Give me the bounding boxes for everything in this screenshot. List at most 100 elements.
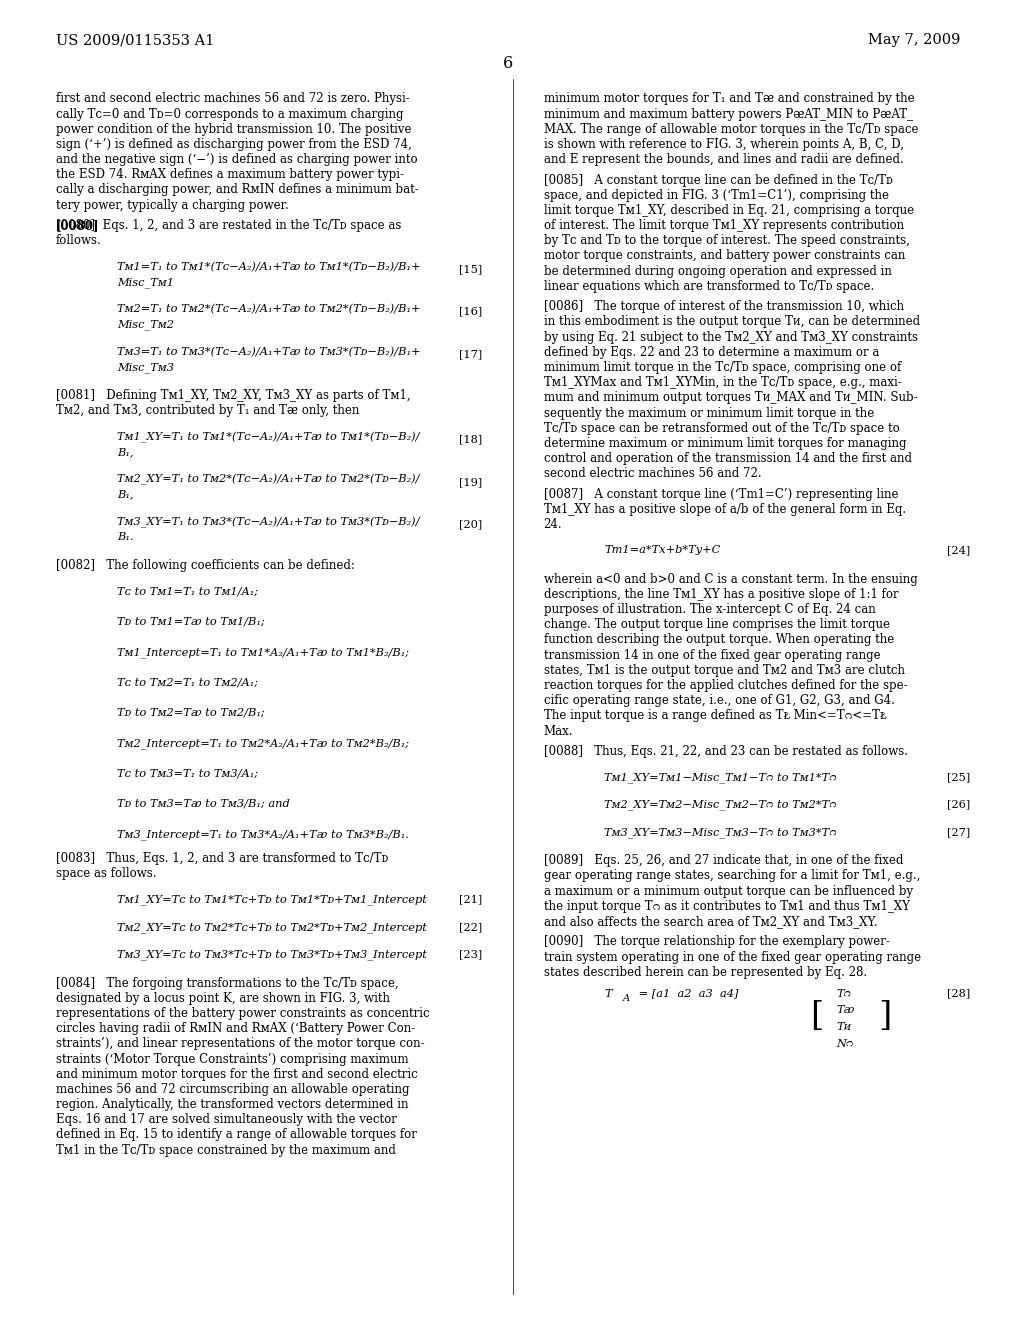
Text: Tᴍ3=T₁ to Tᴍ3*(Tᴄ−A₂)/A₁+Tᴂ to Tᴍ3*(Tᴅ−B₂)/B₁+: Tᴍ3=T₁ to Tᴍ3*(Tᴄ−A₂)/A₁+Tᴂ to Tᴍ3*(Tᴅ−B… (117, 347, 420, 356)
Text: Tᴍ1_XY=Tᴄ to Tᴍ1*Tᴄ+Tᴅ to Tᴍ1*Tᴅ+Tᴍ1_Intercept: Tᴍ1_XY=Tᴄ to Tᴍ1*Tᴄ+Tᴅ to Tᴍ1*Tᴅ+Tᴍ1_Int… (117, 895, 427, 906)
Text: [25]: [25] (947, 772, 970, 783)
Text: determine maximum or minimum limit torques for managing: determine maximum or minimum limit torqu… (544, 437, 906, 450)
Text: the input torque Tᴒ as it contributes to Tᴍ1 and thus Tᴍ1_XY: the input torque Tᴒ as it contributes to… (544, 900, 909, 913)
Text: Tᴍ2_XY=T₁ to Tᴍ2*(Tᴄ−A₂)/A₁+Tᴂ to Tᴍ2*(Tᴅ−B₂)/: Tᴍ2_XY=T₁ to Tᴍ2*(Tᴄ−A₂)/A₁+Tᴂ to Tᴍ2*(T… (117, 474, 420, 486)
Text: = [a1  a2  a3  a4]: = [a1 a2 a3 a4] (635, 989, 738, 999)
Text: by Tᴄ and Tᴅ to the torque of interest. The speed constraints,: by Tᴄ and Tᴅ to the torque of interest. … (544, 235, 909, 247)
Text: [0080]  Eqs. 1, 2, and 3 are restated in the Tᴄ/Tᴅ space as: [0080] Eqs. 1, 2, and 3 are restated in … (56, 219, 401, 232)
Text: Eqs. 16 and 17 are solved simultaneously with the vector: Eqs. 16 and 17 are solved simultaneously… (56, 1113, 396, 1126)
Text: Tᴍ3_Intercept=T₁ to Tᴍ3*A₂/A₁+Tᴂ to Tᴍ3*B₂/B₁.: Tᴍ3_Intercept=T₁ to Tᴍ3*A₂/A₁+Tᴂ to Tᴍ3*… (117, 829, 409, 840)
Text: defined by Eqs. 22 and 23 to determine a maximum or a: defined by Eqs. 22 and 23 to determine a… (544, 346, 879, 359)
Text: change. The output torque line comprises the limit torque: change. The output torque line comprises… (544, 618, 890, 631)
Text: transmission 14 in one of the fixed gear operating range: transmission 14 in one of the fixed gear… (544, 648, 881, 661)
Text: [16]: [16] (460, 306, 482, 317)
Text: mum and minimum output torques Tᴎ_MAX and Tᴎ_MIN. Sub-: mum and minimum output torques Tᴎ_MAX an… (544, 391, 918, 404)
Text: Tᴒ: Tᴒ (836, 989, 851, 999)
Text: linear equations which are transformed to Tᴄ/Tᴅ space.: linear equations which are transformed t… (544, 280, 873, 293)
Text: Tᴍ1 in the Tᴄ/Tᴅ space constrained by the maximum and: Tᴍ1 in the Tᴄ/Tᴅ space constrained by th… (56, 1143, 395, 1156)
Text: Tᴄ to Tᴍ2=T₁ to Tᴍ2/A₁;: Tᴄ to Tᴍ2=T₁ to Tᴍ2/A₁; (117, 677, 258, 688)
Text: May 7, 2009: May 7, 2009 (867, 33, 961, 48)
Text: purposes of illustration. The x-intercept C of Eq. 24 can: purposes of illustration. The x-intercep… (544, 603, 876, 616)
Text: minimum limit torque in the Tᴄ/Tᴅ space, comprising one of: minimum limit torque in the Tᴄ/Tᴅ space,… (544, 360, 901, 374)
Text: Tᴄ/Tᴅ space can be retransformed out of the Tᴄ/Tᴅ space to: Tᴄ/Tᴅ space can be retransformed out of … (544, 421, 899, 434)
Text: by using Eq. 21 subject to the Tᴍ2_XY and Tᴍ3_XY constraints: by using Eq. 21 subject to the Tᴍ2_XY an… (544, 330, 918, 343)
Text: Tᴎ: Tᴎ (836, 1022, 851, 1032)
Text: Tᴍ2_XY=Tᴄ to Tᴍ2*Tᴄ+Tᴅ to Tᴍ2*Tᴅ+Tᴍ2_Intercept: Tᴍ2_XY=Tᴄ to Tᴍ2*Tᴄ+Tᴅ to Tᴍ2*Tᴅ+Tᴍ2_Int… (117, 921, 427, 933)
Text: a maximum or a minimum output torque can be influenced by: a maximum or a minimum output torque can… (544, 884, 912, 898)
Text: limit torque Tᴍ1_XY, described in Eq. 21, comprising a torque: limit torque Tᴍ1_XY, described in Eq. 21… (544, 203, 913, 216)
Text: follows.: follows. (56, 235, 101, 247)
Text: Tᴂ: Tᴂ (836, 1006, 854, 1015)
Text: reaction torques for the applied clutches defined for the spe-: reaction torques for the applied clutche… (544, 678, 907, 692)
Text: The input torque is a range defined as Tᴌ Min<=Tᴒ<=Tᴌ: The input torque is a range defined as T… (544, 709, 886, 722)
Text: [27]: [27] (947, 826, 970, 837)
Text: of interest. The limit torque Tᴍ1_XY represents contribution: of interest. The limit torque Tᴍ1_XY rep… (544, 219, 903, 232)
Text: [26]: [26] (947, 800, 970, 809)
Text: Misc_Tᴍ1: Misc_Tᴍ1 (117, 277, 174, 288)
Text: Tᴍ2_Intercept=T₁ to Tᴍ2*A₂/A₁+Tᴂ to Tᴍ2*B₂/B₁;: Tᴍ2_Intercept=T₁ to Tᴍ2*A₂/A₁+Tᴂ to Tᴍ2*… (117, 738, 409, 748)
Text: MAX. The range of allowable motor torques in the Tᴄ/Tᴅ space: MAX. The range of allowable motor torque… (544, 123, 918, 136)
Text: motor torque constraints, and battery power constraints can: motor torque constraints, and battery po… (544, 249, 905, 263)
Text: second electric machines 56 and 72.: second electric machines 56 and 72. (544, 467, 761, 480)
Text: [20]: [20] (460, 519, 482, 529)
Text: and the negative sign (‘−’) is defined as charging power into: and the negative sign (‘−’) is defined a… (56, 153, 418, 166)
Text: first and second electric machines 56 and 72 is zero. Physi-: first and second electric machines 56 an… (56, 92, 410, 106)
Text: Tᴍ1_XY=T₁ to Tᴍ1*(Tᴄ−A₂)/A₁+Tᴂ to Tᴍ1*(Tᴅ−B₂)/: Tᴍ1_XY=T₁ to Tᴍ1*(Tᴄ−A₂)/A₁+Tᴂ to Tᴍ1*(T… (117, 432, 420, 444)
Text: be determined during ongoing operation and expressed in: be determined during ongoing operation a… (544, 264, 891, 277)
Text: straints’), and linear representations of the motor torque con-: straints’), and linear representations o… (56, 1038, 425, 1051)
Text: in this embodiment is the output torque Tᴎ, can be determined: in this embodiment is the output torque … (544, 315, 920, 329)
Text: Tm1=a*Tx+b*Ty+C: Tm1=a*Tx+b*Ty+C (604, 545, 721, 556)
Text: Tᴍ1_Intercept=T₁ to Tᴍ1*A₂/A₁+Tᴂ to Tᴍ1*B₂/B₁;: Tᴍ1_Intercept=T₁ to Tᴍ1*A₂/A₁+Tᴂ to Tᴍ1*… (117, 647, 409, 657)
Text: [15]: [15] (460, 264, 482, 275)
Text: [28]: [28] (947, 989, 970, 999)
Text: states described herein can be represented by Eq. 28.: states described herein can be represent… (544, 966, 866, 979)
Text: function describing the output torque. When operating the: function describing the output torque. W… (544, 634, 894, 647)
Text: [0090]   The torque relationship for the exemplary power-: [0090] The torque relationship for the e… (544, 936, 890, 949)
Text: the ESD 74. RᴍAX defines a maximum battery power typi-: the ESD 74. RᴍAX defines a maximum batte… (56, 168, 403, 181)
Text: Tᴍ3_XY=Tᴍ3−Misc_Tᴍ3−Tᴒ to Tᴍ3*Tᴒ: Tᴍ3_XY=Tᴍ3−Misc_Tᴍ3−Tᴒ to Tᴍ3*Tᴒ (604, 826, 837, 838)
Text: [0083]   Thus, Eqs. 1, 2, and 3 are transformed to Tᴄ/Tᴅ: [0083] Thus, Eqs. 1, 2, and 3 are transf… (56, 853, 388, 865)
Text: Tᴅ to Tᴍ2=Tᴂ to Tᴍ2/B₁;: Tᴅ to Tᴍ2=Tᴂ to Tᴍ2/B₁; (117, 708, 264, 718)
Text: defined in Eq. 15 to identify a range of allowable torques for: defined in Eq. 15 to identify a range of… (56, 1129, 417, 1142)
Text: cific operating range state, i.e., one of G1, G2, G3, and G4.: cific operating range state, i.e., one o… (544, 694, 894, 708)
Text: minimum and maximum battery powers PᴂAT_MIN to PᴂAT_: minimum and maximum battery powers PᴂAT_… (544, 107, 912, 120)
Text: is shown with reference to FIG. 3, wherein points A, B, C, D,: is shown with reference to FIG. 3, where… (544, 137, 903, 150)
Text: Tᴄ to Tᴍ3=T₁ to Tᴍ3/A₁;: Tᴄ to Tᴍ3=T₁ to Tᴍ3/A₁; (117, 768, 258, 779)
Text: representations of the battery power constraints as concentric: representations of the battery power con… (56, 1007, 429, 1020)
Text: Misc_Tᴍ3: Misc_Tᴍ3 (117, 362, 174, 372)
Text: [21]: [21] (460, 895, 482, 904)
Text: Tᴄ to Tᴍ1=T₁ to Tᴍ1/A₁;: Tᴄ to Tᴍ1=T₁ to Tᴍ1/A₁; (117, 586, 258, 597)
Text: [0089]   Eqs. 25, 26, and 27 indicate that, in one of the fixed: [0089] Eqs. 25, 26, and 27 indicate that… (544, 854, 903, 867)
Text: [0080]: [0080] (56, 219, 99, 232)
Text: [17]: [17] (460, 350, 482, 359)
Text: Tᴍ1_XY=Tᴍ1−Misc_Tᴍ1−Tᴒ to Tᴍ1*Tᴒ: Tᴍ1_XY=Tᴍ1−Misc_Tᴍ1−Tᴒ to Tᴍ1*Tᴒ (604, 772, 837, 783)
Text: [0084]   The forgoing transformations to the Tᴄ/Tᴅ space,: [0084] The forgoing transformations to t… (56, 977, 398, 990)
Text: B₁.: B₁. (117, 532, 133, 541)
Text: Misc_Tᴍ2: Misc_Tᴍ2 (117, 319, 174, 330)
Text: region. Analytically, the transformed vectors determined in: region. Analytically, the transformed ve… (56, 1098, 409, 1111)
Text: Nᴒ: Nᴒ (836, 1039, 853, 1048)
Text: B₁,: B₁, (117, 490, 133, 499)
Text: and also affects the search area of Tᴍ2_XY and Tᴍ3_XY.: and also affects the search area of Tᴍ2_… (544, 915, 878, 928)
Text: Tᴅ to Tᴍ1=Tᴂ to Tᴍ1/B₁;: Tᴅ to Tᴍ1=Tᴂ to Tᴍ1/B₁; (117, 616, 264, 627)
Text: states, Tᴍ1 is the output torque and Tᴍ2 and Tᴍ3 are clutch: states, Tᴍ1 is the output torque and Tᴍ2… (544, 664, 904, 677)
Text: cally Tᴄ=0 and Tᴅ=0 corresponds to a maximum charging: cally Tᴄ=0 and Tᴅ=0 corresponds to a max… (56, 107, 403, 120)
Text: designated by a locus point K, are shown in FIG. 3, with: designated by a locus point K, are shown… (56, 991, 390, 1005)
Text: descriptions, the line Tᴍ1_XY has a positive slope of 1:1 for: descriptions, the line Tᴍ1_XY has a posi… (544, 587, 898, 601)
Text: tery power, typically a charging power.: tery power, typically a charging power. (56, 198, 289, 211)
Text: space as follows.: space as follows. (56, 867, 157, 880)
Text: sequently the maximum or minimum limit torque in the: sequently the maximum or minimum limit t… (544, 407, 873, 420)
Text: Tᴍ3_XY=T₁ to Tᴍ3*(Tᴄ−A₂)/A₁+Tᴂ to Tᴍ3*(Tᴅ−B₂)/: Tᴍ3_XY=T₁ to Tᴍ3*(Tᴄ−A₂)/A₁+Tᴂ to Tᴍ3*(T… (117, 516, 420, 528)
Text: circles having radii of RᴍIN and RᴍAX (‘Battery Power Con-: circles having radii of RᴍIN and RᴍAX (‘… (56, 1022, 415, 1035)
Text: straints (‘Motor Torque Constraints’) comprising maximum: straints (‘Motor Torque Constraints’) co… (56, 1052, 409, 1065)
Text: [18]: [18] (460, 434, 482, 445)
Text: 24.: 24. (544, 517, 562, 531)
Text: [22]: [22] (460, 921, 482, 932)
Text: power condition of the hybrid transmission 10. The positive: power condition of the hybrid transmissi… (56, 123, 412, 136)
Text: 6: 6 (503, 55, 513, 73)
Text: [0088]   Thus, Eqs. 21, 22, and 23 can be restated as follows.: [0088] Thus, Eqs. 21, 22, and 23 can be … (544, 744, 907, 758)
Text: Tᴅ to Tᴍ3=Tᴂ to Tᴍ3/B₁; and: Tᴅ to Tᴍ3=Tᴂ to Tᴍ3/B₁; and (117, 799, 290, 809)
Text: T: T (604, 989, 612, 999)
Text: cally a discharging power, and RᴍIN defines a minimum bat-: cally a discharging power, and RᴍIN defi… (56, 183, 419, 197)
Text: Tᴍ1_XY has a positive slope of a/b of the general form in Eq.: Tᴍ1_XY has a positive slope of a/b of th… (544, 503, 905, 516)
